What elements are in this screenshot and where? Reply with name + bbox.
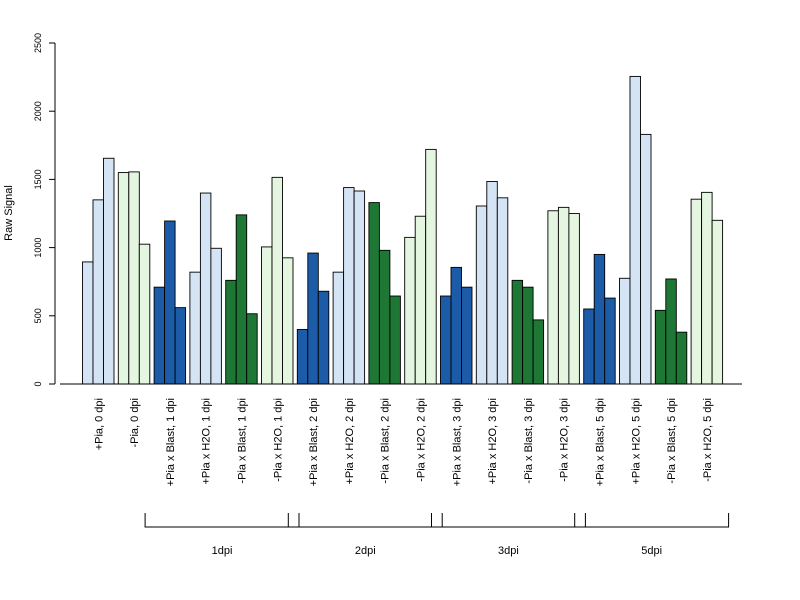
bar <box>282 257 294 385</box>
bar <box>511 279 524 385</box>
group-bracket <box>431 513 586 528</box>
x-tick-label: -Pia, 0 dpi <box>129 398 141 448</box>
y-tick-label: 2000 <box>33 101 43 121</box>
group-bracket <box>144 513 300 528</box>
group-label: 2dpi <box>355 545 376 557</box>
y-axis: 0 500 1000 1500 2000 2500 <box>33 33 56 387</box>
bar <box>128 171 140 385</box>
group-label: 1dpi <box>212 545 233 557</box>
bar <box>199 192 212 385</box>
bar <box>557 206 570 385</box>
bar <box>583 308 595 385</box>
bar <box>547 210 559 385</box>
group-label: 5dpi <box>641 545 662 557</box>
bar <box>701 191 713 385</box>
bar <box>389 295 401 385</box>
bar <box>368 202 380 385</box>
bar <box>296 328 309 385</box>
bar <box>675 331 688 385</box>
bar <box>640 133 652 385</box>
y-tick-label: 1000 <box>33 238 43 258</box>
bar <box>225 279 237 385</box>
bar <box>189 271 201 385</box>
bar <box>461 286 473 385</box>
bar <box>619 277 631 385</box>
group-brackets: 1dpi 2dpi 3dpi 5dpi <box>144 513 730 557</box>
x-tick-label: +Pia x Blast, 3 dpi <box>451 398 463 486</box>
group-bracket <box>287 513 443 528</box>
y-tick-label: 0 <box>33 381 43 386</box>
x-tick-label: +Pia x H2O, 2 dpi <box>344 398 356 485</box>
y-tick-label: 500 <box>33 308 43 323</box>
x-tick-label: +Pia x H2O, 3 dpi <box>487 398 499 485</box>
x-tick-label: -Pia x Blast, 2 dpi <box>380 398 392 484</box>
x-tick-label: +Pia x Blast, 5 dpi <box>594 398 606 486</box>
bar <box>425 148 437 385</box>
bar <box>475 205 488 385</box>
x-tick-label: +Pia x Blast, 1 dpi <box>165 398 177 486</box>
bar <box>604 297 616 385</box>
bar <box>593 253 606 385</box>
x-tick-label: -Pia x Blast, 3 dpi <box>523 398 535 484</box>
x-tick-label: -Pia x H2O, 3 dpi <box>559 398 571 482</box>
bar <box>654 309 667 385</box>
bar <box>271 176 283 385</box>
bar <box>496 197 509 385</box>
bar <box>414 215 427 385</box>
bar <box>117 172 130 385</box>
bar <box>246 313 258 385</box>
bar <box>568 213 580 385</box>
x-tick-label: -Pia x Blast, 5 dpi <box>666 398 678 484</box>
x-tick-label: -Pia x H2O, 2 dpi <box>415 398 427 482</box>
bar <box>103 157 115 385</box>
bar <box>261 246 273 385</box>
bar <box>486 180 498 385</box>
bar <box>307 252 319 385</box>
bar <box>210 247 222 385</box>
x-tick-label: +Pia x H2O, 5 dpi <box>630 398 642 485</box>
bar <box>440 295 452 385</box>
bar <box>235 214 248 385</box>
bar <box>92 199 104 385</box>
x-tick-labels: +Pia, 0 dpi -Pia, 0 dpi +Pia x Blast, 1 dp… <box>93 398 714 486</box>
bar <box>665 278 677 385</box>
group-label: 3dpi <box>498 545 519 557</box>
bar <box>174 307 187 385</box>
bar <box>532 319 545 385</box>
bar <box>522 286 534 385</box>
x-tick-label: +Pia x H2O, 1 dpi <box>201 398 213 485</box>
x-tick-label: +Pia, 0 dpi <box>93 398 105 450</box>
bar <box>343 187 355 385</box>
bar <box>317 290 330 385</box>
bar <box>153 286 166 385</box>
x-tick-label: -Pia x H2O, 1 dpi <box>272 398 284 482</box>
bar <box>378 249 391 385</box>
bar <box>138 243 151 385</box>
bar <box>164 220 176 385</box>
bar <box>690 198 703 385</box>
group-bracket <box>574 513 730 528</box>
y-tick-label: 1500 <box>33 169 43 189</box>
x-tick-label: -Pia x Blast, 1 dpi <box>236 398 248 484</box>
bar <box>353 190 366 385</box>
x-tick-label: -Pia x H2O, 5 dpi <box>702 398 714 482</box>
bars <box>82 75 724 385</box>
bar <box>711 219 724 385</box>
bar <box>450 266 462 385</box>
bar <box>629 75 641 385</box>
bar <box>404 236 416 385</box>
y-tick-label: 2500 <box>33 33 43 53</box>
y-axis-label: Raw Signal <box>3 185 15 241</box>
bar <box>82 261 94 385</box>
x-tick-label: +Pia x Blast, 2 dpi <box>308 398 320 486</box>
bar <box>332 271 345 385</box>
